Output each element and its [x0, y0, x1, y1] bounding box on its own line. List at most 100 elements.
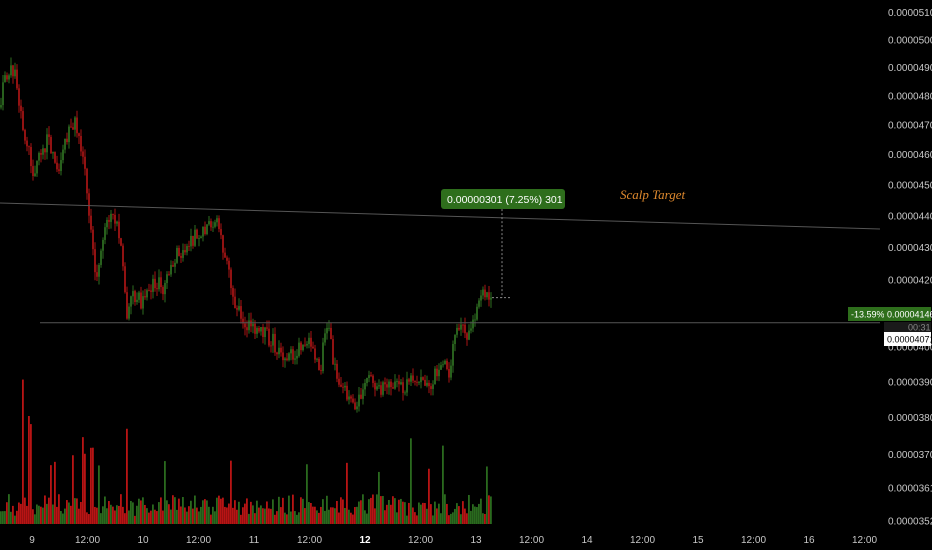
- volume-bar: [200, 506, 202, 524]
- y-tick-label: 0.00003610: [888, 484, 932, 495]
- measure-label-box: 0.00000301 (7.25%) 301: [441, 189, 565, 209]
- y-tick-label: 0.00005100: [888, 8, 932, 19]
- candle-body: [424, 379, 426, 386]
- candle-body: [486, 292, 488, 298]
- volume-bar: [464, 508, 466, 524]
- volume-bar: [110, 504, 112, 524]
- volume-bar: [470, 510, 472, 524]
- candle-body: [454, 334, 456, 344]
- time-axis[interactable]: 9 12:00 10 12:00 11 12:00 12 12:00 13 12:00 14 12:0…: [29, 535, 877, 546]
- candle-body: [306, 344, 308, 346]
- candle-body: [468, 330, 470, 340]
- volume-bar: [282, 497, 284, 524]
- x-tick-label: 16: [803, 535, 815, 546]
- volume-bar: [178, 498, 180, 524]
- price-axis[interactable]: 0.00005100 0.00005000 0.00004900 0.00004800…: [888, 8, 932, 528]
- candle-body: [356, 406, 358, 410]
- volume-bar: [270, 508, 272, 524]
- candle-body: [472, 319, 474, 329]
- volume-bar: [450, 513, 452, 524]
- candle-body: [40, 153, 42, 155]
- countdown-text: 00:31: [908, 323, 931, 333]
- candle-body: [490, 297, 492, 300]
- volume-bar: [484, 513, 486, 524]
- volume-bar: [252, 505, 254, 524]
- volume-bar: [476, 507, 478, 524]
- volume-bar: [74, 498, 76, 524]
- volume-bar: [44, 495, 46, 524]
- volume-bar: [490, 496, 492, 524]
- candle-body: [54, 152, 56, 163]
- candle-body: [268, 328, 270, 346]
- volume-bar: [408, 502, 410, 524]
- volume-bar: [118, 505, 120, 524]
- volume-bar: [204, 499, 206, 524]
- volume-bar: [210, 514, 212, 524]
- candle-body: [450, 365, 452, 378]
- volume-bar: [302, 498, 304, 524]
- candle-body: [464, 324, 466, 334]
- volume-bar: [366, 513, 368, 524]
- candle-body: [28, 146, 30, 148]
- candle-body: [256, 328, 258, 334]
- volume-bar: [486, 466, 488, 524]
- volume-bar: [386, 504, 388, 524]
- resistance-trendline[interactable]: [0, 202, 881, 230]
- volume-bar: [446, 503, 448, 524]
- candle-body: [50, 136, 52, 154]
- candle-body: [290, 349, 292, 354]
- y-tick-label: 0.00004300: [888, 243, 932, 254]
- candle-body: [82, 151, 84, 157]
- candle-body: [460, 324, 462, 330]
- volume-bar: [234, 500, 236, 524]
- volume-bar: [104, 496, 106, 524]
- volume-bar: [6, 502, 8, 524]
- volume-bar: [76, 498, 78, 524]
- candle-body: [250, 320, 252, 327]
- volume-bar: [330, 507, 332, 524]
- volume-bar: [314, 506, 316, 524]
- volume-bar: [16, 510, 18, 524]
- volume-bar: [304, 508, 306, 524]
- candle-body: [160, 277, 162, 288]
- candle-body: [270, 345, 272, 347]
- volume-bar: [376, 494, 378, 524]
- candle-body: [236, 308, 238, 310]
- volume-bar: [452, 512, 454, 524]
- volume-bar: [82, 437, 84, 524]
- candle-body: [186, 246, 188, 253]
- volume-bar: [10, 511, 12, 524]
- candle-body: [94, 249, 96, 273]
- volume-bar: [64, 508, 66, 524]
- candle-body: [412, 375, 414, 381]
- volume-bar: [36, 504, 38, 524]
- volume-bar: [334, 508, 336, 524]
- volume-bar: [84, 453, 86, 524]
- candle-body: [296, 355, 298, 359]
- candle-body: [148, 290, 150, 292]
- volume-bar: [112, 506, 114, 524]
- candle-body: [402, 382, 404, 393]
- candle-body: [354, 402, 356, 410]
- candle-body: [466, 333, 468, 340]
- candle-body: [288, 353, 290, 361]
- volume-bar: [138, 498, 140, 524]
- volume-bar: [350, 512, 352, 524]
- volume-bar: [52, 504, 54, 524]
- candle-body: [386, 384, 388, 388]
- candle-body: [374, 382, 376, 390]
- volume-bar: [404, 502, 406, 524]
- candle-body: [6, 75, 8, 80]
- volume-bar: [208, 506, 210, 524]
- candle-body: [274, 333, 276, 353]
- volume-bar: [88, 514, 90, 524]
- volume-bar: [478, 503, 480, 524]
- volume-bar: [186, 511, 188, 524]
- volume-bar: [398, 499, 400, 524]
- candle-body: [52, 152, 54, 154]
- volume-bar: [148, 512, 150, 524]
- volume-bar: [90, 447, 92, 524]
- candle-body: [320, 370, 322, 372]
- candle-body: [100, 250, 102, 265]
